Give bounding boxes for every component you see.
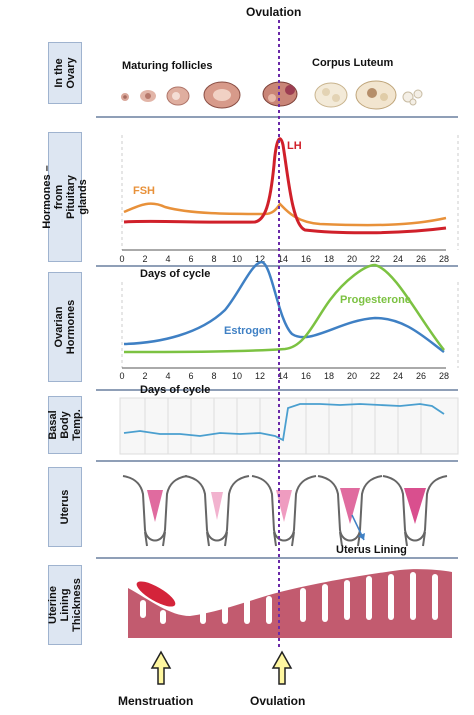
tick-12: 12 (255, 254, 265, 264)
row-label-lining: Uterine Lining Thickness (47, 565, 83, 645)
follicle-2-icon (140, 90, 156, 102)
tick-22: 22 (370, 254, 380, 264)
follicle-3-icon (166, 86, 190, 106)
pituitary-axis-label: Days of cycle (140, 268, 210, 280)
tick-10: 10 (232, 371, 242, 381)
row-label-ovarian: Ovarian Hormones (48, 272, 82, 382)
progesterone-curve (123, 263, 445, 354)
fsh-curve (123, 202, 447, 227)
uterus-1-icon (122, 475, 188, 547)
tick-4: 4 (165, 371, 170, 381)
tick-28: 28 (439, 254, 449, 264)
corpus-luteum-label: Corpus Luteum (312, 57, 394, 69)
tick-2: 2 (142, 254, 147, 264)
tick-6: 6 (188, 254, 193, 264)
fsh-label: FSH (133, 185, 155, 197)
row-label-bbt: Basal Body Temp. (47, 396, 83, 454)
ovulation-bottom-label: Ovulation (250, 694, 306, 708)
ovulation-arrow-icon (271, 650, 293, 685)
row-label-uterus: Uterus (48, 467, 82, 547)
ovulation-top-label: Ovulation (246, 5, 302, 19)
tick-24: 24 (393, 254, 403, 264)
tick-14: 14 (278, 254, 288, 264)
estrogen-label: Estrogen (224, 325, 272, 337)
tick-18: 18 (324, 254, 334, 264)
ovulating-follicle-icon (262, 81, 298, 107)
follicle-1-icon (121, 93, 129, 101)
follicle-4-icon (203, 81, 241, 109)
lining-shape (128, 569, 452, 638)
tick-12: 12 (255, 371, 265, 381)
progesterone-label: Progesterone (340, 294, 411, 306)
tick-16: 16 (301, 254, 311, 264)
divider-3 (96, 389, 458, 391)
corpus-luteum-1-icon (314, 82, 348, 108)
corpus-luteum-2-icon (355, 80, 397, 110)
bbt-curve (123, 403, 445, 442)
uterus-2-icon (184, 475, 250, 547)
corpus-albicans-icon (402, 89, 423, 106)
pituitary-ticks: 0 2 4 6 8 10 12 14 16 18 20 22 24 26 28 (119, 254, 449, 264)
tick-6: 6 (188, 371, 193, 381)
uterus-lining-label: Uterus Lining (336, 544, 407, 556)
tick-16: 16 (301, 371, 311, 381)
tick-24: 24 (393, 371, 403, 381)
tick-22: 22 (370, 371, 380, 381)
lh-label: LH (287, 140, 302, 152)
divider-5 (96, 557, 458, 559)
tick-0: 0 (119, 254, 124, 264)
uterus-3-icon (251, 475, 317, 547)
tick-26: 26 (416, 254, 426, 264)
divider-4 (96, 460, 458, 462)
ovarian-axis-label: Days of cycle (140, 384, 210, 396)
maturing-follicles-label: Maturing follicles (122, 60, 213, 72)
tick-8: 8 (211, 371, 216, 381)
tick-14: 14 (278, 371, 288, 381)
tick-18: 18 (324, 371, 334, 381)
menstruation-label: Menstruation (118, 694, 194, 708)
estrogen-curve (123, 260, 445, 354)
tick-28: 28 (439, 371, 449, 381)
tick-4: 4 (165, 254, 170, 264)
uterus-4-icon (317, 475, 383, 547)
tick-26: 26 (416, 371, 426, 381)
menstrual-flow-icon (136, 581, 176, 607)
menstruation-arrow-icon (150, 650, 172, 685)
tick-2: 2 (142, 371, 147, 381)
tick-20: 20 (347, 254, 357, 264)
tick-8: 8 (211, 254, 216, 264)
divider-1 (96, 116, 458, 118)
ovarian-ticks: 0 2 4 6 8 10 12 14 16 18 20 22 24 26 28 (119, 371, 449, 381)
tick-10: 10 (232, 254, 242, 264)
row-label-pituitary: Hormones – from Pituitary glands (41, 132, 89, 262)
row-label-ovary: In the Ovary (48, 42, 82, 104)
divider-2 (96, 265, 458, 267)
tick-0: 0 (119, 371, 124, 381)
uterus-5-icon (382, 475, 448, 547)
tick-20: 20 (347, 371, 357, 381)
